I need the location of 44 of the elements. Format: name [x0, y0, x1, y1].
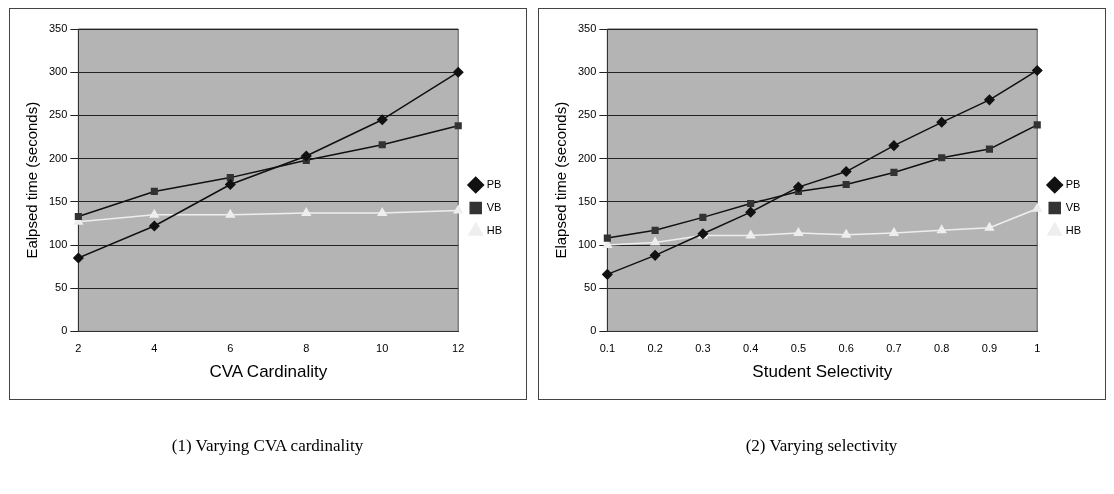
y-tick-label: 300: [48, 65, 67, 78]
x-tick-label: 2: [74, 342, 81, 355]
y-tick-label: 100: [577, 238, 596, 251]
y-tick-label: 0: [589, 324, 596, 337]
legend-label: HB: [1065, 224, 1081, 237]
y-tick-label: 350: [577, 22, 596, 35]
x-tick-label: 8: [302, 342, 309, 355]
text: (1) Varying CVA cardinality: [171, 436, 364, 456]
legend-label: PB: [1065, 178, 1080, 191]
x-tick-label: 0.4: [742, 342, 758, 355]
y-tick-label: 250: [577, 108, 596, 121]
y-tick-label: 100: [48, 238, 67, 251]
x-tick-label: 0.8: [933, 342, 949, 355]
x-tick-label: 6: [226, 342, 233, 355]
x-axis-title: Student Selectivity: [751, 362, 893, 382]
y-axis-title: Ealpsed time (seconds): [22, 101, 40, 259]
x-tick-label: 0.5: [790, 342, 806, 355]
y-tick-label: 50: [54, 281, 67, 294]
y-tick-label: 250: [48, 108, 67, 121]
x-tick-label: 0.7: [885, 342, 902, 355]
y-tick-label: 350: [48, 22, 67, 35]
x-tick-label: 10: [375, 342, 388, 355]
y-tick-label: 50: [583, 281, 596, 294]
y-tick-label: 200: [577, 151, 596, 164]
x-tick-label: 4: [150, 342, 157, 355]
x-axis-title: CVA Cardinality: [208, 362, 328, 382]
legend-label: VB: [486, 201, 501, 214]
y-tick-label: 200: [48, 151, 67, 164]
y-tick-label: 300: [577, 65, 596, 78]
legend-label: VB: [1065, 201, 1080, 214]
legend-label: HB: [486, 224, 502, 237]
x-tick-label: 0.3: [694, 342, 711, 355]
x-tick-label: 0.2: [646, 342, 663, 355]
text: (2) Varying selectivity: [745, 436, 898, 456]
y-tick-label: 150: [48, 194, 67, 207]
y-tick-label: 0: [60, 324, 67, 337]
x-tick-label: 0.9: [981, 342, 997, 355]
legend-label: PB: [486, 178, 501, 191]
x-tick-label: 12: [451, 342, 464, 355]
y-tick-label: 150: [577, 194, 596, 207]
x-tick-label: 0.6: [838, 342, 854, 355]
x-tick-label: 1: [1033, 342, 1040, 355]
x-tick-label: 0.1: [599, 342, 615, 355]
y-axis-title: Elapsed time (seconds): [551, 101, 569, 259]
